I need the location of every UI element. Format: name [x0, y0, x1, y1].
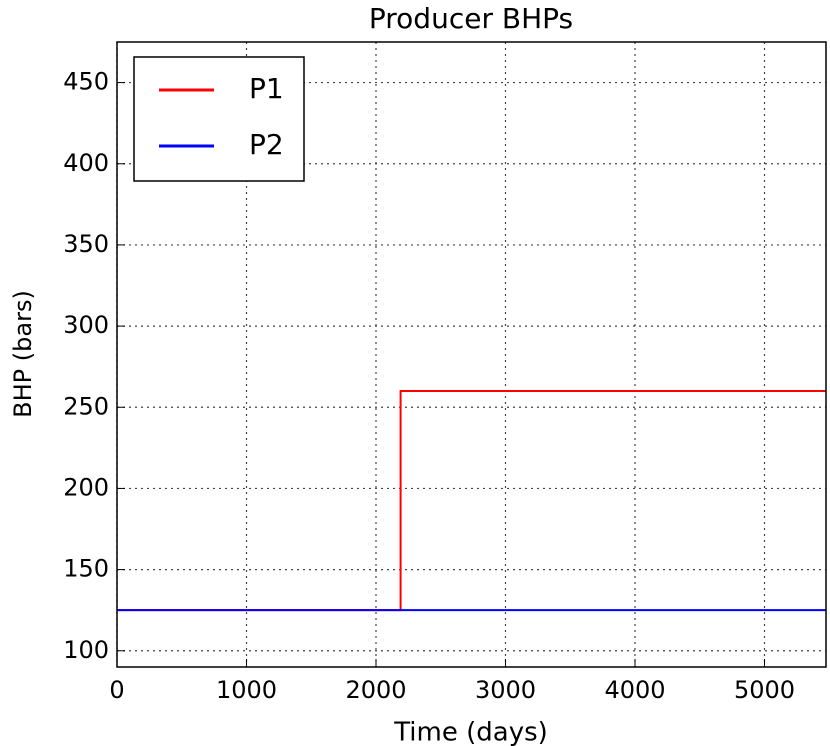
y-tick-label: 100 [63, 636, 109, 664]
x-tick-label: 3000 [475, 676, 536, 704]
y-tick-label: 450 [63, 68, 109, 96]
legend-box [133, 56, 305, 182]
x-tick-label: 0 [109, 676, 124, 704]
chart-title: Producer BHPs [369, 2, 573, 35]
y-tick-label: 300 [63, 311, 109, 339]
y-tick-label: 150 [63, 555, 109, 583]
x-tick-label: 1000 [216, 676, 277, 704]
plot-frame [116, 41, 827, 668]
series-line [117, 390, 826, 612]
y-axis-label: BHP (bars) [9, 290, 37, 418]
legend-label: P1 [249, 72, 284, 105]
x-tick-label: 5000 [734, 676, 795, 704]
x-tick-label: 2000 [345, 676, 406, 704]
y-tick-label: 400 [63, 149, 109, 177]
y-tick-label: 200 [63, 473, 109, 501]
y-tick-label: 350 [63, 230, 109, 258]
x-tick-label: 4000 [604, 676, 665, 704]
legend-label: P2 [249, 128, 284, 161]
y-tick-label: 250 [63, 392, 109, 420]
x-axis-label: Time (days) [393, 718, 548, 746]
